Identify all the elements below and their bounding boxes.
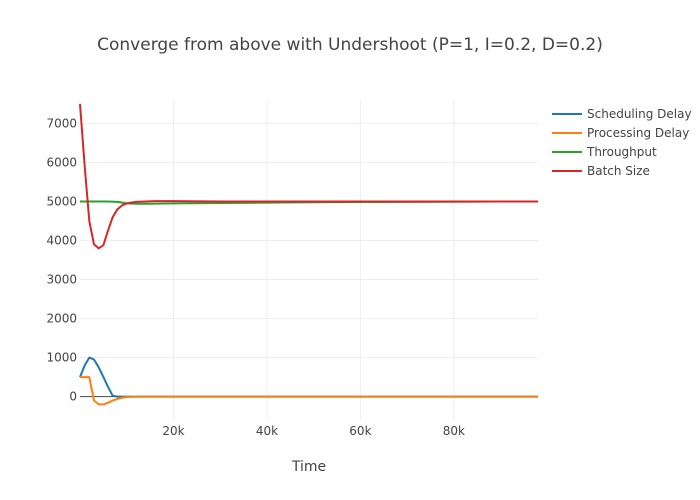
x-tick-label: 20k	[162, 424, 184, 438]
x-tick-label: 80k	[443, 424, 465, 438]
y-tick-label: 3000	[46, 273, 77, 287]
legend[interactable]: Scheduling Delay Processing Delay Throughp…	[552, 107, 692, 178]
series-line-processing-delay	[80, 376, 538, 406]
legend-item-throughput[interactable]: Throughput	[552, 145, 657, 159]
x-tick-label: 60k	[349, 424, 371, 438]
series-layer	[79, 103, 538, 406]
legend-label: Throughput	[586, 145, 657, 159]
legend-item-scheduling-delay[interactable]: Scheduling Delay	[552, 107, 692, 121]
legend-label: Batch Size	[587, 164, 650, 178]
legend-item-processing-delay[interactable]: Processing Delay	[552, 126, 689, 140]
y-tick-label: 0	[69, 390, 77, 404]
tick-layer: 0 1000 2000 3000 4000 5000 6000 7000 20k 40k 60k 80…	[46, 116, 465, 438]
x-axis-title: Time	[291, 459, 326, 475]
grid-layer	[80, 100, 538, 420]
y-tick-label: 6000	[46, 155, 77, 169]
x-tick-label: 40k	[256, 424, 278, 438]
legend-label: Processing Delay	[587, 126, 689, 140]
y-tick-label: 4000	[46, 233, 77, 247]
series-line-batch-size	[79, 103, 538, 250]
y-tick-label: 1000	[46, 351, 77, 365]
y-tick-label: 7000	[46, 116, 77, 130]
legend-label: Scheduling Delay	[587, 107, 692, 121]
y-tick-label: 2000	[46, 312, 77, 326]
chart-title: Converge from above with Undershoot (P=1…	[97, 35, 603, 55]
legend-item-batch-size[interactable]: Batch Size	[552, 164, 650, 178]
y-tick-label: 5000	[46, 194, 77, 208]
